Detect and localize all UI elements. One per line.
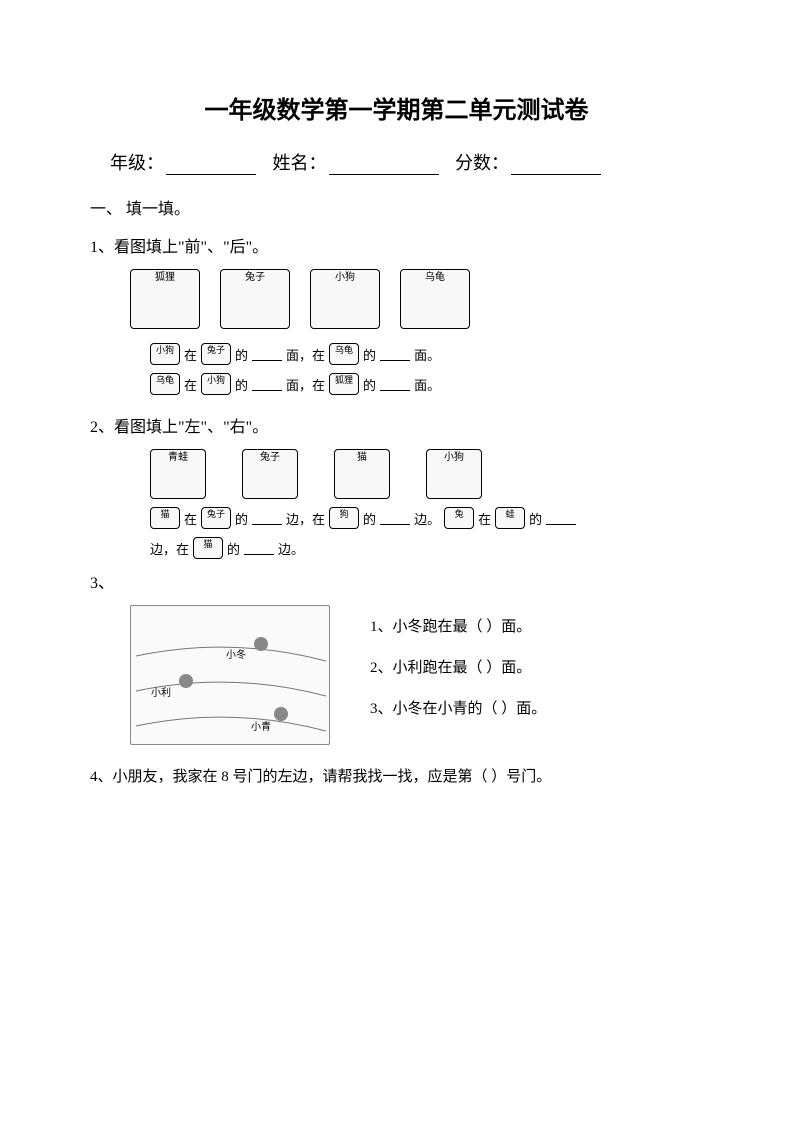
q3-sub-3: 3、小冬在小青的（ ）面。 [370, 697, 546, 718]
text: 面。 [414, 375, 440, 394]
q3-sub-1: 1、小冬跑在最（ ）面。 [370, 615, 546, 636]
turtle-small-icon: 乌龟 [150, 373, 180, 395]
text: 的 [529, 509, 542, 528]
q3-sub-2: 2、小利跑在最（ ）面。 [370, 656, 546, 677]
dog-small-icon: 小狗 [150, 343, 180, 365]
q1-sentence-2: 乌龟 在 小狗 的 面，在 狐狸 的 面。 [150, 373, 703, 395]
running-race-image: 小冬 小利 小青 [130, 605, 330, 745]
cat-small-icon: 猫 [193, 537, 223, 559]
grade-label: 年级： [110, 153, 164, 173]
turtle-small-icon: 乌龟 [329, 343, 359, 365]
dog-icon: 小狗 [310, 269, 380, 329]
name-blank[interactable] [329, 174, 439, 175]
name-label: 姓名： [273, 153, 327, 173]
text: 面，在 [286, 375, 325, 394]
blank[interactable] [252, 511, 282, 525]
text: 边，在 [150, 539, 189, 558]
text: 的 [363, 375, 376, 394]
dog-small-icon: 小狗 [201, 373, 231, 395]
text: 面。 [414, 345, 440, 364]
text: 的 [363, 345, 376, 364]
cat-small-icon: 猫 [150, 507, 180, 529]
text: 的 [363, 509, 376, 528]
score-label: 分数： [455, 153, 509, 173]
q3-block: 小冬 小利 小青 1、小冬跑在最（ ）面。 2、小利跑在最（ ）面。 3、小冬在… [130, 605, 703, 745]
blank[interactable] [380, 347, 410, 361]
text: 在 [184, 375, 197, 394]
rabbit-icon: 兔子 [220, 269, 290, 329]
cat-icon: 猫 [334, 449, 390, 499]
blank[interactable] [252, 377, 282, 391]
puppy-icon: 小狗 [426, 449, 482, 499]
turtle-icon: 乌龟 [400, 269, 470, 329]
grade-blank[interactable] [166, 174, 256, 175]
rabbit-small-icon: 兔子 [201, 507, 231, 529]
text: 在 [184, 509, 197, 528]
page-title: 一年级数学第一学期第二单元测试卷 [90, 90, 703, 125]
score-blank[interactable] [511, 174, 601, 175]
runner-label-2: 小利 [151, 684, 171, 699]
q2-sentence-2: 边，在 猫 的 边。 [150, 537, 703, 559]
q2-prompt: 2、看图填上"左"、"右"。 [90, 413, 703, 437]
dog-small-icon: 狗 [329, 507, 359, 529]
runner-label-1: 小冬 [226, 646, 246, 661]
text: 边。 [278, 539, 304, 558]
fox-icon: 狐狸 [130, 269, 200, 329]
text: 的 [235, 509, 248, 528]
rabbit-icon: 兔子 [242, 449, 298, 499]
q1-prompt: 1、看图填上"前"、"后"。 [90, 233, 703, 257]
blank[interactable] [252, 347, 282, 361]
q3-prompt: 3、 [90, 569, 703, 593]
rabbit-small-icon: 兔 [444, 507, 474, 529]
q1-sentence-1: 小狗 在 兔子 的 面，在 乌龟 的 面。 [150, 343, 703, 365]
q2-animals-row: 青蛙 兔子 猫 小狗 [150, 449, 703, 499]
blank[interactable] [380, 377, 410, 391]
student-info-line: 年级： 姓名： 分数： [90, 149, 703, 175]
blank[interactable] [244, 541, 274, 555]
q3-subquestions: 1、小冬跑在最（ ）面。 2、小利跑在最（ ）面。 3、小冬在小青的（ ）面。 [370, 605, 546, 718]
q2-sentence-1: 猫 在 兔子 的 边，在 狗 的 边。 兔 在 蛙 的 [150, 507, 703, 529]
text: 在 [478, 509, 491, 528]
rabbit-small-icon: 兔子 [201, 343, 231, 365]
text: 在 [184, 345, 197, 364]
blank[interactable] [380, 511, 410, 525]
text: 的 [227, 539, 240, 558]
frog-icon: 青蛙 [150, 449, 206, 499]
track-svg [131, 606, 331, 746]
text: 边，在 [286, 509, 325, 528]
text: 边。 [414, 509, 440, 528]
text: 面，在 [286, 345, 325, 364]
runner-label-3: 小青 [251, 718, 271, 733]
fox-small-icon: 狐狸 [329, 373, 359, 395]
frog-small-icon: 蛙 [495, 507, 525, 529]
text: 的 [235, 375, 248, 394]
text: 的 [235, 345, 248, 364]
q1-animals-row: 狐狸 兔子 小狗 乌龟 [130, 269, 703, 329]
section-1-heading: 一、 填一填。 [90, 195, 703, 219]
blank[interactable] [546, 511, 576, 525]
q4-prompt: 4、小朋友，我家在 8 号门的左边，请帮我找一找，应是第（ ）号门。 [90, 765, 703, 786]
